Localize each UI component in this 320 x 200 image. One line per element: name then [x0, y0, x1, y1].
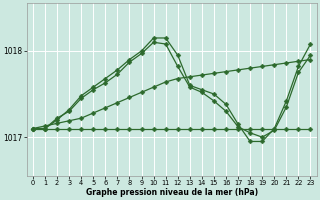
X-axis label: Graphe pression niveau de la mer (hPa): Graphe pression niveau de la mer (hPa)	[86, 188, 258, 197]
